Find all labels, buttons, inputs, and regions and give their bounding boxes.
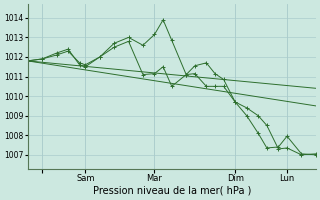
X-axis label: Pression niveau de la mer( hPa ): Pression niveau de la mer( hPa ) [92, 186, 251, 196]
